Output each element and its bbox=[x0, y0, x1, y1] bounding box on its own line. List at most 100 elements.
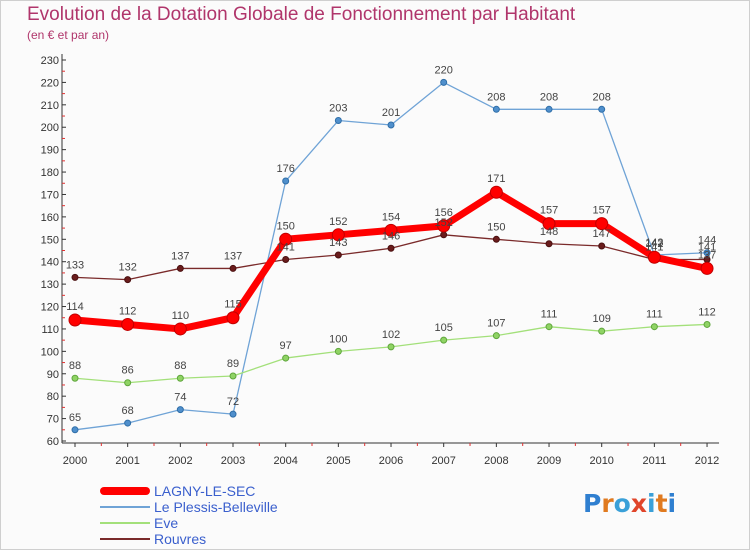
logo-letter: t bbox=[655, 489, 668, 518]
data-label-rouvres: 141 bbox=[645, 241, 663, 253]
y-tick-label: 180 bbox=[41, 167, 59, 179]
data-point-le-plessis-belleville bbox=[387, 121, 395, 129]
data-point-le-plessis-belleville bbox=[545, 105, 553, 113]
y-tick-label: 120 bbox=[41, 302, 59, 314]
legend-swatch bbox=[100, 522, 150, 524]
x-tick-label: 2005 bbox=[326, 455, 350, 467]
data-label-lagny-le-sec: 154 bbox=[382, 211, 400, 223]
logo-letter: i bbox=[667, 489, 677, 518]
data-label-rouvres: 152 bbox=[435, 217, 453, 229]
data-point-rouvres bbox=[124, 276, 132, 284]
data-label-eve: 112 bbox=[698, 306, 716, 318]
data-point-eve bbox=[282, 354, 290, 362]
data-point-eve bbox=[545, 323, 553, 331]
series-lagny-le-sec bbox=[68, 185, 714, 336]
y-tick-label: 100 bbox=[41, 346, 59, 358]
legend-swatch bbox=[100, 487, 150, 495]
data-label-eve: 86 bbox=[122, 365, 134, 377]
data-label-lagny-le-sec: 115 bbox=[224, 299, 242, 311]
data-label-rouvres: 147 bbox=[593, 228, 611, 240]
data-point-eve bbox=[492, 332, 500, 340]
y-tick-label: 160 bbox=[41, 212, 59, 224]
data-point-eve bbox=[703, 320, 711, 328]
data-label-le-plessis-belleville: 208 bbox=[487, 91, 505, 103]
data-label-eve: 107 bbox=[487, 318, 505, 330]
y-tick-label: 90 bbox=[47, 369, 59, 381]
data-label-lagny-le-sec: 112 bbox=[119, 305, 137, 317]
y-tick-label: 80 bbox=[47, 391, 59, 403]
x-tick-label: 2002 bbox=[168, 455, 192, 467]
data-label-le-plessis-belleville: 143 bbox=[645, 237, 663, 249]
data-point-lagny-le-sec bbox=[489, 185, 503, 199]
y-tick-label: 230 bbox=[41, 55, 59, 67]
data-point-lagny-le-sec bbox=[595, 217, 609, 231]
logo-letter: P bbox=[583, 489, 602, 518]
data-label-eve: 111 bbox=[541, 309, 558, 321]
logo-letter: r bbox=[601, 489, 614, 518]
x-tick-label: 2010 bbox=[589, 455, 613, 467]
legend-label: Eve bbox=[154, 515, 179, 531]
y-tick-label: 130 bbox=[41, 279, 59, 291]
data-label-lagny-le-sec: 110 bbox=[172, 310, 190, 322]
data-point-lagny-le-sec bbox=[226, 311, 240, 325]
y-tick-label: 200 bbox=[41, 122, 59, 134]
data-label-lagny-le-sec: 152 bbox=[329, 216, 347, 228]
data-point-le-plessis-belleville bbox=[176, 406, 184, 414]
chart-title: Evolution de la Dotation Globale de Fonc… bbox=[27, 4, 576, 25]
x-tick-label: 2007 bbox=[431, 455, 455, 467]
chart-subtitle: (en € et par an) bbox=[27, 28, 110, 42]
data-point-lagny-le-sec bbox=[384, 223, 398, 237]
proxiti-logo: Proxiti bbox=[583, 489, 676, 518]
series-eve bbox=[71, 320, 711, 387]
data-label-le-plessis-belleville: 144 bbox=[698, 235, 716, 247]
data-point-le-plessis-belleville bbox=[703, 249, 711, 257]
data-point-lagny-le-sec bbox=[700, 261, 714, 275]
data-point-lagny-le-sec bbox=[173, 322, 187, 336]
data-point-le-plessis-belleville bbox=[124, 419, 132, 427]
x-tick-label: 2004 bbox=[273, 455, 297, 467]
data-label-eve: 111 bbox=[646, 309, 663, 321]
data-label-eve: 105 bbox=[435, 322, 453, 334]
series-le-plessis-belleville bbox=[71, 78, 711, 434]
y-tick-label: 140 bbox=[41, 257, 59, 269]
data-point-le-plessis-belleville bbox=[598, 105, 606, 113]
data-point-rouvres bbox=[229, 264, 237, 272]
data-point-le-plessis-belleville bbox=[229, 410, 237, 418]
chart-axes: 60 70 80 90 100 110 120 130 140 150 160 170 180 190 20… bbox=[41, 54, 719, 467]
data-point-rouvres bbox=[334, 251, 342, 259]
data-label-rouvres: 148 bbox=[540, 226, 558, 238]
data-point-eve bbox=[124, 379, 132, 387]
x-tick-label: 2001 bbox=[115, 455, 139, 467]
data-label-rouvres: 141 bbox=[277, 241, 295, 253]
line-chart: 60 70 80 90 100 110 120 130 140 150 160 170 180 190 20… bbox=[41, 54, 719, 467]
data-label-le-plessis-belleville: 65 bbox=[69, 412, 81, 424]
data-label-rouvres: 137 bbox=[224, 250, 242, 262]
data-label-eve: 97 bbox=[280, 340, 292, 352]
data-label-rouvres: 146 bbox=[382, 230, 400, 242]
data-label-rouvres: 143 bbox=[329, 237, 347, 249]
logo-letter: o bbox=[613, 489, 631, 518]
data-label-rouvres: 141 bbox=[698, 241, 716, 253]
data-label-le-plessis-belleville: 74 bbox=[174, 392, 186, 404]
data-point-eve bbox=[598, 327, 606, 335]
data-label-lagny-le-sec: 137 bbox=[698, 249, 716, 261]
data-point-rouvres bbox=[387, 244, 395, 252]
series-layer bbox=[68, 78, 714, 434]
data-point-rouvres bbox=[71, 273, 79, 281]
y-tick-label: 190 bbox=[41, 145, 59, 157]
data-label-rouvres: 132 bbox=[118, 262, 136, 274]
data-point-eve bbox=[387, 343, 395, 351]
data-point-lagny-le-sec bbox=[331, 228, 345, 242]
data-point-le-plessis-belleville bbox=[440, 78, 448, 86]
logo-letter: i bbox=[647, 489, 656, 518]
data-point-eve bbox=[176, 374, 184, 382]
data-label-eve: 109 bbox=[593, 313, 611, 325]
y-tick-label: 210 bbox=[41, 100, 59, 112]
data-point-lagny-le-sec bbox=[121, 317, 135, 331]
x-tick-label: 2011 bbox=[643, 455, 667, 467]
data-point-le-plessis-belleville bbox=[71, 426, 79, 434]
y-tick-label: 220 bbox=[41, 77, 59, 89]
data-label-lagny-le-sec: 157 bbox=[540, 205, 558, 217]
legend-swatch bbox=[100, 506, 150, 508]
